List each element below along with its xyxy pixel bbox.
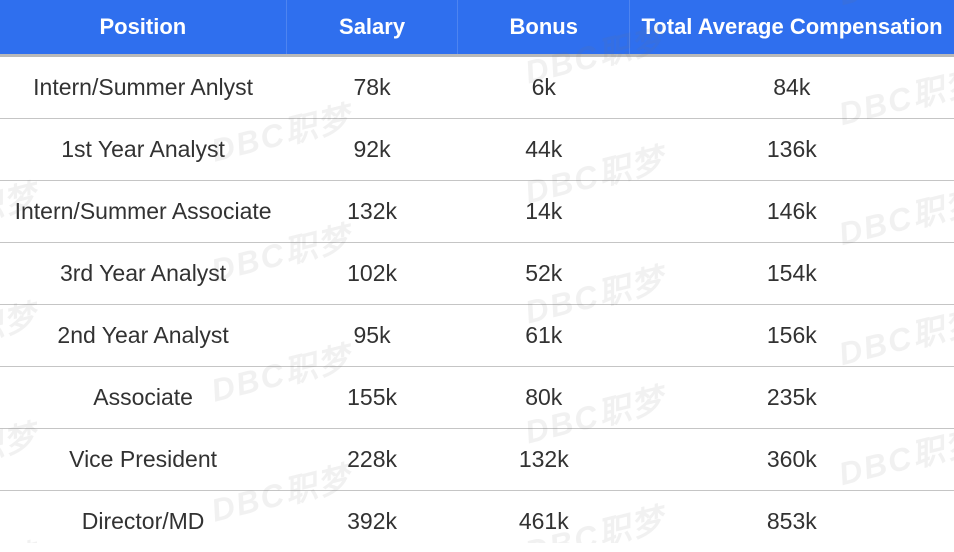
- table-row: Intern/Summer Associate 132k 14k 146k: [0, 181, 954, 243]
- cell-total: 154k: [630, 243, 954, 305]
- cell-position: Vice President: [0, 429, 286, 491]
- cell-bonus: 52k: [458, 243, 630, 305]
- cell-salary: 102k: [286, 243, 458, 305]
- cell-salary: 95k: [286, 305, 458, 367]
- cell-salary: 132k: [286, 181, 458, 243]
- cell-bonus: 80k: [458, 367, 630, 429]
- col-header-bonus: Bonus: [458, 0, 630, 56]
- cell-bonus: 14k: [458, 181, 630, 243]
- cell-position: 1st Year Analyst: [0, 119, 286, 181]
- col-header-total: Total Average Compensation: [630, 0, 954, 56]
- cell-total: 84k: [630, 56, 954, 119]
- col-header-position: Position: [0, 0, 286, 56]
- table-row: Intern/Summer Anlyst 78k 6k 84k: [0, 56, 954, 119]
- cell-position: Intern/Summer Associate: [0, 181, 286, 243]
- cell-bonus: 132k: [458, 429, 630, 491]
- cell-total: 235k: [630, 367, 954, 429]
- table-row: Vice President 228k 132k 360k: [0, 429, 954, 491]
- cell-bonus: 61k: [458, 305, 630, 367]
- cell-position: 3rd Year Analyst: [0, 243, 286, 305]
- table-row: 2nd Year Analyst 95k 61k 156k: [0, 305, 954, 367]
- cell-bonus: 44k: [458, 119, 630, 181]
- table-header-row: Position Salary Bonus Total Average Comp…: [0, 0, 954, 56]
- table-row: 3rd Year Analyst 102k 52k 154k: [0, 243, 954, 305]
- cell-salary: 78k: [286, 56, 458, 119]
- cell-total: 136k: [630, 119, 954, 181]
- cell-total: 156k: [630, 305, 954, 367]
- cell-position: Associate: [0, 367, 286, 429]
- col-header-salary: Salary: [286, 0, 458, 56]
- cell-total: 146k: [630, 181, 954, 243]
- table-row: 1st Year Analyst 92k 44k 136k: [0, 119, 954, 181]
- cell-salary: 92k: [286, 119, 458, 181]
- cell-position: Intern/Summer Anlyst: [0, 56, 286, 119]
- cell-salary: 228k: [286, 429, 458, 491]
- cell-salary: 155k: [286, 367, 458, 429]
- table-body: Intern/Summer Anlyst 78k 6k 84k 1st Year…: [0, 56, 954, 552]
- table-row: Associate 155k 80k 235k: [0, 367, 954, 429]
- cell-total: 360k: [630, 429, 954, 491]
- cell-position: 2nd Year Analyst: [0, 305, 286, 367]
- cell-bonus: 6k: [458, 56, 630, 119]
- compensation-table: Position Salary Bonus Total Average Comp…: [0, 0, 954, 552]
- table-wrapper: Position Salary Bonus Total Average Comp…: [0, 0, 954, 543]
